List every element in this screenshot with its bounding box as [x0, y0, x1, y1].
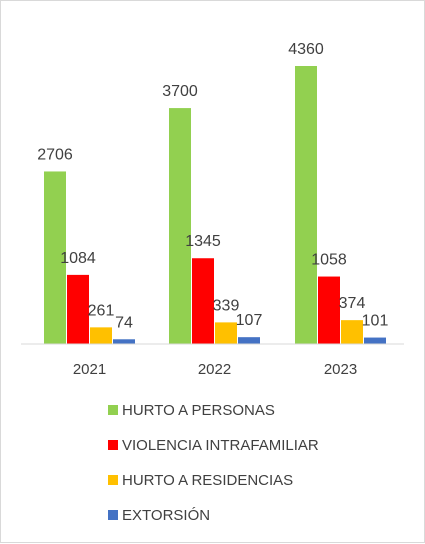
legend: HURTO A PERSONAS VIOLENCIA INTRAFAMILIAR H…: [108, 402, 319, 524]
legend-label-3: EXTORSIÓN: [122, 507, 210, 524]
data-label-2022-series-3: 107: [236, 312, 263, 329]
legend-label-0: HURTO A PERSONAS: [122, 402, 275, 419]
data-label-2023-series-3: 101: [362, 313, 389, 330]
legend-swatch-3: [108, 510, 118, 520]
data-label-2023-series-1: 1058: [311, 252, 347, 269]
legend-item-0: HURTO A PERSONAS: [108, 402, 275, 419]
bar-2022-series-3: [238, 337, 260, 344]
x-tick-label-2021: 2021: [73, 361, 106, 378]
legend-item-1: VIOLENCIA INTRAFAMILIAR: [108, 437, 319, 454]
legend-item-2: HURTO A RESIDENCIAS: [108, 472, 293, 489]
bar-2023-series-3: [364, 337, 386, 344]
data-label-2021-series-0: 2706: [37, 146, 73, 163]
bar-2021-series-2: [90, 327, 112, 344]
legend-item-3: EXTORSIÓN: [108, 507, 210, 524]
bar-2023-series-1: [318, 276, 340, 344]
data-label-2021-series-3: 74: [115, 314, 133, 331]
legend-swatch-2: [108, 475, 118, 485]
bar-2023-series-0: [295, 66, 317, 344]
data-label-2021-series-2: 261: [88, 302, 115, 319]
bar-2022-series-2: [215, 322, 237, 344]
legend-label-2: HURTO A RESIDENCIAS: [122, 472, 293, 489]
data-label-2023-series-2: 374: [339, 295, 366, 312]
x-tick-labels-layer: 2021 2022 2023: [73, 361, 357, 378]
legend-swatch-1: [108, 440, 118, 450]
bars-layer: [44, 66, 386, 344]
bar-2021-series-0: [44, 171, 66, 344]
data-label-2022-series-1: 1345: [185, 233, 221, 250]
bar-2021-series-3: [113, 339, 135, 344]
legend-label-1: VIOLENCIA INTRAFAMILIAR: [122, 437, 319, 454]
bar-2023-series-2: [341, 320, 363, 344]
bar-2022-series-0: [169, 108, 191, 344]
bar-2022-series-1: [192, 258, 214, 344]
data-label-2021-series-1: 1084: [60, 250, 96, 267]
data-label-2022-series-2: 339: [213, 297, 240, 314]
x-tick-label-2023: 2023: [324, 361, 357, 378]
x-tick-label-2022: 2022: [198, 361, 231, 378]
bar-2021-series-1: [67, 274, 89, 344]
data-label-2023-series-0: 4360: [288, 41, 324, 58]
legend-swatch-0: [108, 405, 118, 415]
data-label-2022-series-0: 3700: [162, 83, 198, 100]
